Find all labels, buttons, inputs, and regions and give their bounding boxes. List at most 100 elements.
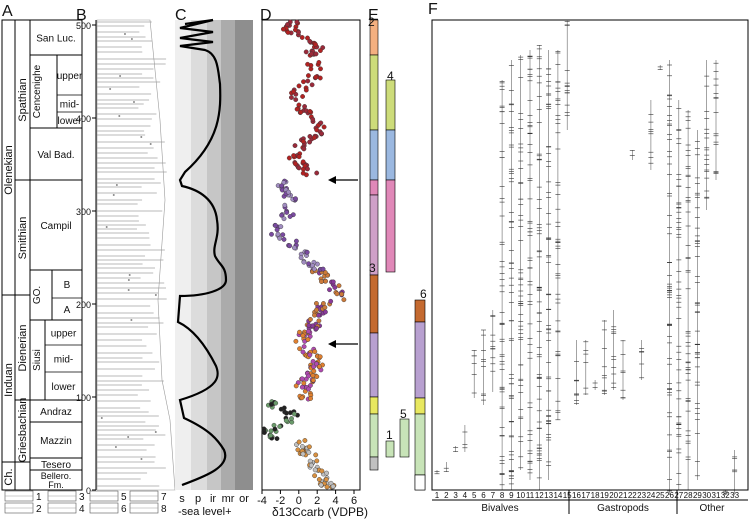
litho-dot [127, 289, 130, 291]
zone-segment [385, 440, 395, 458]
panel-label-f: F [428, 1, 438, 18]
litho-dot [154, 294, 157, 296]
d13c-point [295, 447, 301, 453]
d13c-point [306, 261, 311, 267]
arrow-upper [328, 176, 358, 184]
taxon-number: 11 [526, 491, 535, 500]
stage-induan: Induan [3, 363, 15, 397]
taxon-number: 3 [453, 491, 458, 500]
formation-layers: San Luc. Cencenighe Val Bad. Campil GO. Siusi… [30, 34, 83, 491]
taxon-number: 14 [553, 491, 562, 500]
d13c-point [330, 279, 336, 285]
taxa-range-frame [431, 19, 749, 491]
taxon-number: 16 [572, 491, 581, 500]
d13c-point [274, 436, 280, 441]
d13c-point [303, 49, 309, 55]
d13c-point [273, 400, 279, 406]
litho-dot [149, 143, 152, 145]
taxon-number: 5 [472, 491, 477, 500]
zone-segment [385, 179, 396, 273]
d13c-point [299, 35, 305, 40]
d13c-point [298, 109, 304, 115]
arrow-lower [328, 340, 358, 348]
litho-dot [119, 75, 122, 77]
d13c-point [293, 383, 299, 389]
sea-level-tick: mr [222, 493, 235, 505]
taxon-number: 32 [721, 491, 730, 500]
formation-label: GO. [32, 286, 43, 304]
d13c-point [317, 75, 323, 81]
zone-label: 1 [386, 428, 393, 442]
d13c-point [305, 337, 311, 342]
legend-label: 5 [121, 492, 127, 503]
taxa-ranges [434, 20, 738, 495]
member-label: upper [51, 329, 77, 340]
d13c-point [279, 183, 284, 189]
d13c-point [278, 224, 284, 230]
formation-label: Andraz [40, 407, 72, 418]
member-label: mid- [54, 355, 73, 366]
litho-dot [118, 115, 121, 117]
litho-dot [140, 136, 143, 138]
litho-dot [100, 417, 103, 419]
d13c-point [311, 266, 317, 272]
taxon-number: 26 [665, 491, 674, 500]
d13c-point [316, 477, 322, 482]
d13c-point [306, 373, 311, 379]
d13c-point [299, 395, 305, 401]
taxon-number: 28 [684, 491, 693, 500]
substage-griesbachian: Griesbachian [17, 398, 29, 463]
d13c-point [292, 27, 298, 33]
d13c-point [314, 361, 319, 367]
d13c-point [322, 304, 328, 310]
d13c-point [281, 405, 287, 411]
d13c-point [330, 483, 336, 489]
d13c-point [281, 236, 287, 242]
d13c-point [332, 285, 338, 290]
d13c-point [294, 19, 300, 25]
d13c-point [277, 235, 282, 241]
zone-segment [369, 54, 379, 131]
zone-segment [414, 299, 426, 323]
d13c-point [327, 287, 332, 293]
d13c-point [292, 143, 298, 149]
d13c-point [307, 352, 313, 358]
d13c-point [281, 216, 287, 222]
d13c-point [313, 51, 319, 57]
d13c-point [320, 266, 326, 272]
substage-spathian: Spathian [17, 78, 29, 121]
d13c-point [302, 104, 307, 109]
legend-label: 7 [161, 492, 167, 503]
d13c-point [313, 300, 319, 306]
d13c-point [313, 452, 319, 458]
taxon-number: 7 [491, 491, 496, 500]
d13c-point [291, 245, 297, 251]
d13c-point [299, 376, 305, 382]
litho-dot [128, 274, 131, 276]
d13c-axis-label: δ13Ccarb (VDPB) [272, 505, 368, 519]
d13c-point [305, 61, 310, 67]
taxon-number: 6 [481, 491, 486, 500]
litho-dot [154, 431, 157, 433]
d13c-point [305, 35, 310, 41]
zone-label: 4 [387, 69, 394, 83]
taxon-number: 27 [674, 491, 683, 500]
sea-level-tick: s [179, 493, 185, 505]
litho-outline [96, 19, 176, 491]
d13c-point [306, 386, 311, 392]
d13c-point [316, 60, 322, 65]
d13c-point [287, 243, 293, 249]
panel-label-b: B [76, 7, 87, 24]
legend-label: 3 [79, 492, 85, 503]
litho-dot [127, 279, 130, 281]
stage-olenekian: Olenekian [3, 145, 15, 195]
d13c-tick-label: -4 [257, 495, 267, 507]
d13c-point [302, 438, 308, 443]
d13c-point [307, 458, 313, 464]
sea-level-panel [175, 18, 253, 490]
d13c-point [306, 444, 312, 450]
d13c-point [268, 432, 274, 438]
d13c-point [310, 377, 316, 383]
taxon-number: 21 [619, 491, 628, 500]
